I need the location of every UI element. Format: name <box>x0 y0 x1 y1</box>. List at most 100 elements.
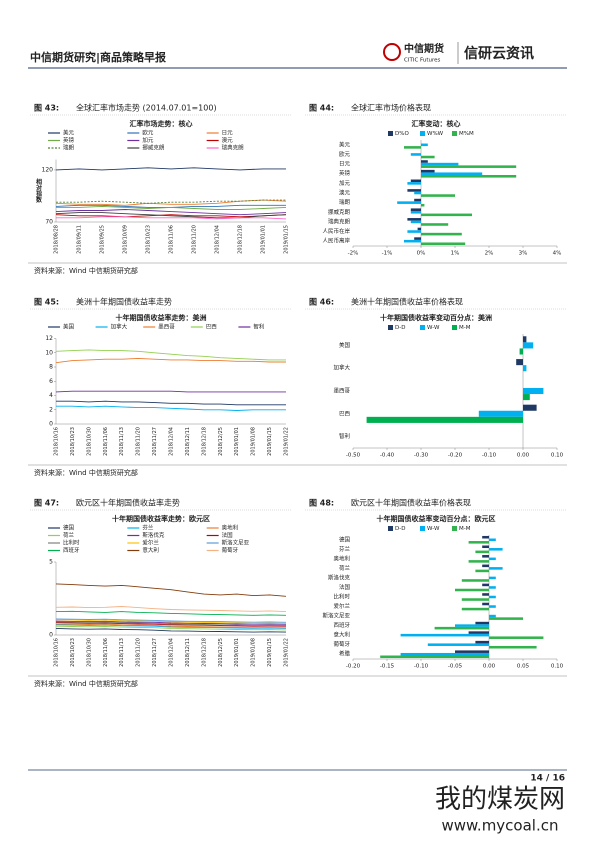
bar <box>523 365 527 372</box>
legend-label: 瑞典克朗 <box>222 144 245 152</box>
x-tick-label: 2018/11/20 <box>192 225 198 254</box>
legend-label: 瑞朗 <box>63 144 75 152</box>
category-label: 比利时 <box>333 593 350 601</box>
series-line <box>55 209 287 216</box>
y-tick-label: 0 <box>49 632 53 639</box>
legend-label: M%M <box>459 131 474 137</box>
bar <box>366 416 523 423</box>
chart-title: 十年期国债收益率走势：欧元区 <box>112 514 210 523</box>
category-label: 美国 <box>339 341 351 349</box>
series-line <box>55 624 287 629</box>
legend-label: 日元 <box>222 130 234 137</box>
x-tick-label: 2018/11/06 <box>103 638 109 667</box>
series-line <box>56 405 286 411</box>
x-tick-label: 2018/12/18 <box>201 638 207 667</box>
bar <box>516 359 523 366</box>
bar <box>461 607 489 611</box>
figure-label: 图 46: <box>309 298 334 307</box>
x-tick-label: -0.15 <box>380 664 395 670</box>
bar <box>417 227 421 231</box>
x-tick-label: 2018/09/25 <box>100 225 106 254</box>
series-line <box>55 214 287 218</box>
category-label: 奥地利 <box>333 554 350 562</box>
legend-swatch <box>388 325 393 330</box>
bar <box>434 626 489 630</box>
legend-label: 比利时 <box>63 539 80 547</box>
bar <box>421 213 472 217</box>
legend-swatch <box>420 325 425 330</box>
legend-label: 葡萄牙 <box>222 546 239 554</box>
figure-caption: 美洲十年期国债收益率价格表现 <box>351 297 463 307</box>
bar <box>380 655 489 659</box>
figure-label: 图 43: <box>34 104 59 113</box>
series-line <box>55 623 287 629</box>
bar <box>523 342 534 349</box>
bar <box>407 218 421 221</box>
category-label: 芬兰 <box>339 545 351 553</box>
x-tick-label: 0.00 <box>483 664 496 670</box>
legend-label: 斯洛伐克 <box>142 531 165 539</box>
x-tick-label: 4% <box>553 251 562 257</box>
bar <box>421 223 449 226</box>
bar <box>523 394 530 401</box>
bar <box>523 387 544 395</box>
x-tick-label: -0.40 <box>380 453 395 459</box>
legend-swatch <box>452 131 457 136</box>
series-line <box>55 620 287 625</box>
x-tick-label: 2018/11/13 <box>119 427 125 456</box>
watermark-url: www.mycoal.cn <box>442 817 559 835</box>
bar <box>421 175 517 178</box>
bar <box>421 160 428 163</box>
legend-label: 法国 <box>222 531 234 539</box>
bar <box>400 652 489 656</box>
series-line <box>55 212 287 219</box>
bar <box>400 633 489 637</box>
x-tick-label: -0.10 <box>414 664 429 670</box>
x-tick-label: 0% <box>417 251 426 257</box>
bar <box>489 595 496 599</box>
x-tick-label: 2018/09/11 <box>77 225 83 254</box>
x-tick-label: 2018/12/11 <box>185 638 191 667</box>
series-line <box>55 583 287 597</box>
bar <box>475 569 489 573</box>
figure-label: 图 45: <box>34 298 59 307</box>
bar <box>397 201 421 204</box>
x-tick-label: 2018/12/25 <box>218 638 224 667</box>
bar <box>489 645 537 649</box>
category-label: 法国 <box>339 583 351 591</box>
bar <box>410 220 421 224</box>
x-tick-label: 2019/01/01 <box>234 638 240 667</box>
x-tick-label: 2018/12/18 <box>238 225 244 254</box>
x-tick-label: 2019/01/22 <box>284 427 290 456</box>
bar <box>421 203 425 207</box>
bar <box>421 165 517 168</box>
y-tick-label: 8 <box>49 364 53 371</box>
x-tick-label: 2019/01/15 <box>284 225 290 254</box>
category-label: 斯洛伐克 <box>328 573 351 581</box>
category-label: 加元 <box>339 179 351 187</box>
bar <box>489 567 503 570</box>
legend-label: 美元 <box>63 129 75 137</box>
series-line <box>55 610 287 616</box>
category-label: 意大利 <box>333 631 350 639</box>
legend-label: 墨西哥 <box>158 324 175 331</box>
bar <box>468 560 489 563</box>
x-tick-label: -0.20 <box>346 664 361 670</box>
bar <box>475 621 489 625</box>
bar <box>482 545 489 549</box>
legend-label: M-M <box>459 526 471 532</box>
logo-en: CITIC Futures <box>404 58 441 64</box>
x-tick-label: 2018/10/16 <box>54 427 60 456</box>
series-line <box>55 606 287 613</box>
x-tick-label: 2018/10/09 <box>123 225 129 254</box>
chart-title: 十年期国债收益率变动百分点：美洲 <box>380 313 492 322</box>
bar <box>475 550 489 554</box>
figure-caption: 全球汇率市场走势 (2014.07.01=100) <box>76 103 217 113</box>
bar <box>421 194 455 197</box>
x-tick-label: 2018/12/25 <box>218 427 224 456</box>
bar <box>489 538 496 542</box>
category-label: 英镑 <box>339 169 351 177</box>
x-tick-label: 2018/11/06 <box>103 427 109 456</box>
bar <box>427 643 489 646</box>
bar <box>455 624 489 627</box>
